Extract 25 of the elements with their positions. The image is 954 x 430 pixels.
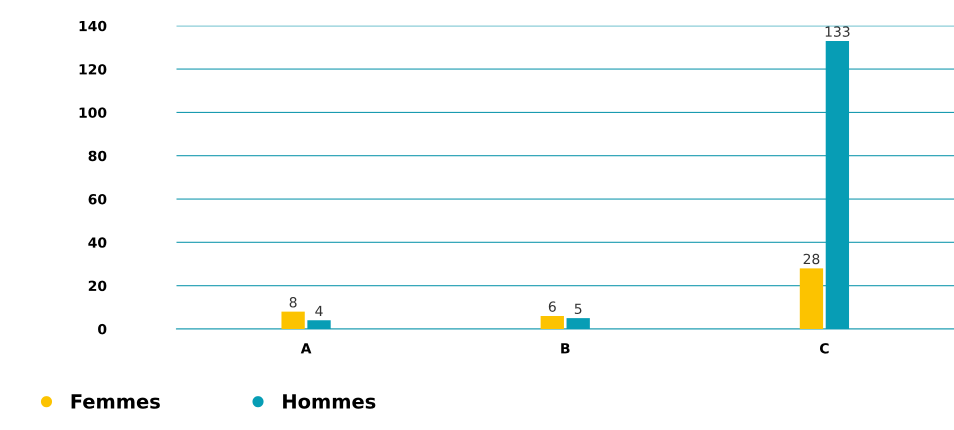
data-label: 4 — [315, 306, 323, 316]
y-tick-label: 20 — [88, 280, 106, 292]
bar — [540, 316, 564, 329]
bar — [800, 268, 824, 329]
x-tick-label: C — [820, 343, 829, 354]
bar — [307, 320, 331, 329]
x-tick-label: B — [561, 343, 570, 354]
y-tick-label: 40 — [88, 237, 106, 248]
y-tick-label: 0 — [98, 324, 106, 334]
legend-label: Femmes — [72, 394, 160, 409]
bar — [566, 318, 590, 329]
data-label: 28 — [804, 254, 820, 264]
data-label: 6 — [548, 301, 556, 312]
y-tick-label: 120 — [80, 64, 106, 75]
bar — [281, 312, 305, 329]
legend-label: Hommes — [283, 394, 376, 409]
x-tick-label: A — [300, 343, 312, 354]
data-label: 5 — [574, 304, 582, 314]
y-tick-label: 60 — [88, 194, 106, 205]
y-tick-label: 80 — [88, 150, 106, 162]
data-label: 133 — [826, 26, 850, 37]
data-label: 8 — [290, 297, 297, 308]
y-tick-label: 100 — [80, 107, 106, 118]
bar — [826, 40, 850, 329]
y-tick-label: 140 — [80, 20, 106, 32]
